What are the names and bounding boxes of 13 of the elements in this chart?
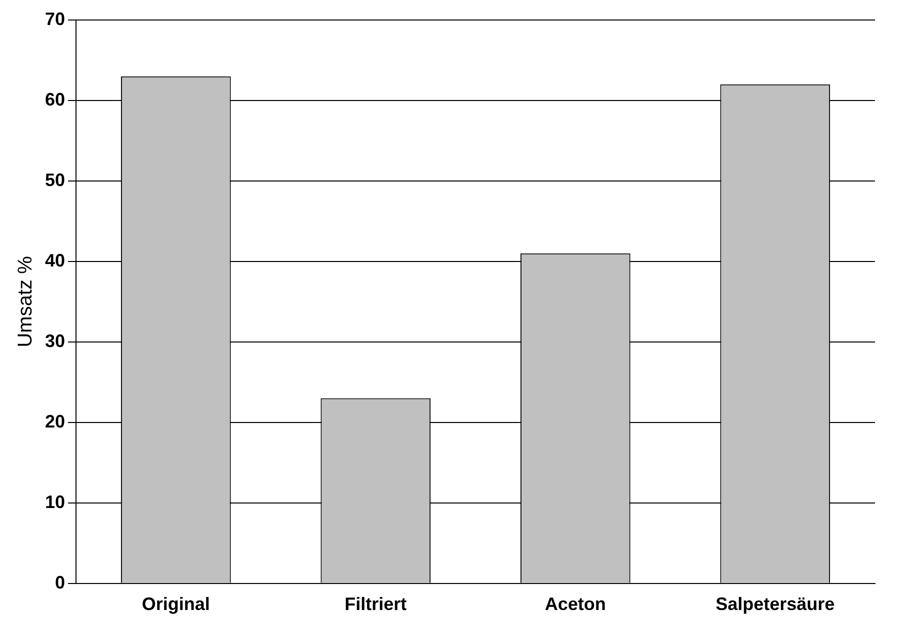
y-tick-label: 60 xyxy=(44,89,66,110)
y-tick-label: 70 xyxy=(44,8,66,29)
y-axis-title: Umsatz % xyxy=(14,256,37,348)
y-tick-label: 20 xyxy=(44,411,66,432)
y-tick-label: 30 xyxy=(44,330,66,351)
y-tick-label: 10 xyxy=(44,492,66,512)
y-tick-label: 40 xyxy=(44,250,66,270)
x-tick-label: Original xyxy=(142,594,210,614)
x-tick-label: Aceton xyxy=(544,594,606,614)
x-tick-label: Filtriert xyxy=(344,594,407,614)
y-tick-label: 0 xyxy=(55,572,66,592)
x-tick-label: Salpetersäure xyxy=(716,594,835,614)
y-tick-label: 50 xyxy=(44,170,66,190)
